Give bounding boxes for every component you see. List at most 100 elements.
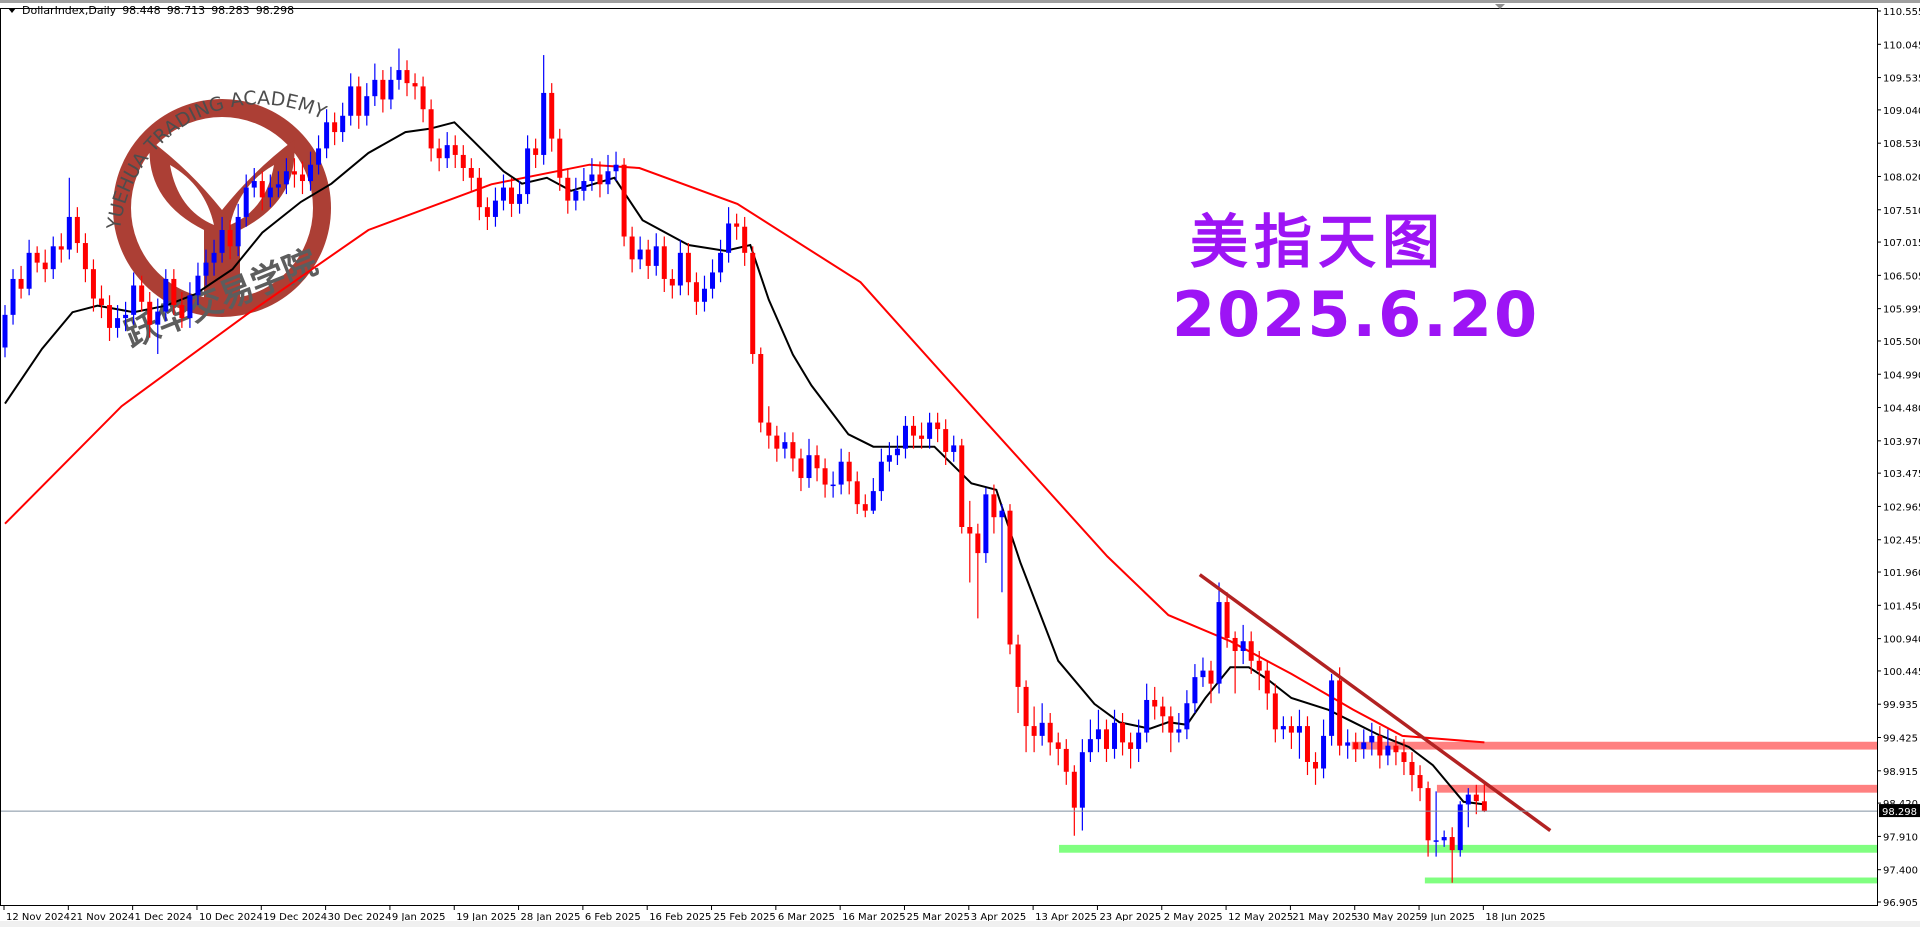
candle xyxy=(1240,624,1246,665)
candle-body xyxy=(1039,722,1045,736)
candle xyxy=(203,249,209,286)
candle-body xyxy=(380,79,386,100)
candle xyxy=(340,102,346,142)
candle xyxy=(98,285,104,319)
candle xyxy=(1361,729,1367,759)
candle-body xyxy=(179,305,185,319)
candle xyxy=(1095,709,1101,753)
date-tick-label: 16 Feb 2025 xyxy=(649,912,711,923)
candle-body xyxy=(235,216,241,247)
resistance-zone[interactable] xyxy=(1351,741,1877,750)
candle xyxy=(983,487,989,563)
candle xyxy=(476,167,482,221)
support-zone[interactable] xyxy=(1059,844,1877,853)
candle-body xyxy=(565,177,571,201)
candle xyxy=(661,236,667,293)
candle xyxy=(1457,801,1463,857)
candle xyxy=(653,233,659,276)
date-tick-label: 30 Dec 2024 xyxy=(328,912,392,923)
candle xyxy=(878,448,884,501)
candle-body xyxy=(589,174,595,182)
price-tick-label: 103.970 xyxy=(1883,437,1920,448)
candle-body xyxy=(1337,680,1343,746)
candle-body xyxy=(1304,726,1310,762)
candle xyxy=(718,239,724,283)
candle-body xyxy=(115,318,121,328)
candle xyxy=(766,406,772,449)
price-tick-label: 108.530 xyxy=(1883,139,1920,150)
status-strip xyxy=(0,921,1920,927)
candle-body xyxy=(927,422,933,439)
candle xyxy=(179,292,185,328)
candle-body xyxy=(444,145,450,159)
candle-body xyxy=(726,223,732,253)
candle-body xyxy=(999,510,1005,518)
candle-body xyxy=(195,275,201,296)
candle-body xyxy=(1023,686,1029,727)
candle-body xyxy=(814,455,820,469)
candle xyxy=(1345,729,1351,759)
date-tick-label: 12 Nov 2024 xyxy=(6,912,70,923)
downtrend-line[interactable] xyxy=(1198,573,1552,832)
dropdown-triangle-icon[interactable] xyxy=(8,8,16,13)
chart-shift-marker-icon[interactable] xyxy=(1495,4,1505,9)
candle xyxy=(677,239,683,296)
candle xyxy=(1232,631,1238,694)
candle xyxy=(701,275,707,312)
candle-body xyxy=(308,164,314,182)
candle-body xyxy=(219,229,225,253)
candle xyxy=(790,432,796,472)
candle-body xyxy=(669,278,675,286)
candle-body xyxy=(822,468,828,485)
candle-body xyxy=(629,236,635,260)
candle-body xyxy=(299,174,305,182)
price-tick-label: 100.445 xyxy=(1883,667,1920,678)
candle-body xyxy=(983,494,989,554)
candle-body xyxy=(1425,788,1431,841)
candle xyxy=(645,239,651,279)
candle-body xyxy=(870,491,876,511)
candle xyxy=(364,83,370,126)
candle-body xyxy=(436,148,442,159)
candle-body xyxy=(677,252,683,286)
support-zone[interactable] xyxy=(1424,877,1877,884)
candle-body xyxy=(1087,739,1093,753)
candle-body xyxy=(1288,726,1294,733)
price-tick-label: 104.480 xyxy=(1883,404,1920,415)
candle xyxy=(492,187,498,227)
candle-body xyxy=(259,181,265,198)
candle-body xyxy=(243,187,249,217)
candle-body xyxy=(484,207,490,217)
candle-body xyxy=(1433,840,1439,842)
candle xyxy=(115,305,121,338)
price-tick-label: 110.555 xyxy=(1883,7,1920,18)
price-tick-label: 100.940 xyxy=(1883,635,1920,646)
price-tick-label: 105.995 xyxy=(1883,305,1920,316)
candle xyxy=(147,292,153,338)
candle xyxy=(1321,719,1327,779)
candle-body xyxy=(1296,726,1302,733)
resistance-zone[interactable] xyxy=(1436,784,1877,793)
candle-body xyxy=(766,422,772,436)
candle xyxy=(975,523,981,619)
candle-body xyxy=(340,115,346,133)
candle-body xyxy=(1063,748,1069,772)
price-tick-label: 102.455 xyxy=(1883,536,1920,547)
candle xyxy=(605,154,611,195)
candle-body xyxy=(1079,752,1085,808)
candle xyxy=(669,269,675,299)
candle-body xyxy=(187,295,193,319)
candle xyxy=(742,216,748,266)
candle xyxy=(637,236,643,270)
candle xyxy=(902,416,908,459)
candle xyxy=(1112,709,1118,759)
candle-body xyxy=(1441,837,1447,841)
candle xyxy=(420,76,426,123)
candle xyxy=(1103,719,1109,762)
date-tick-label: 10 Dec 2024 xyxy=(199,912,263,923)
candle xyxy=(1329,673,1335,746)
current-price-label: 98.298 xyxy=(1882,807,1917,818)
candle-body xyxy=(734,223,740,227)
